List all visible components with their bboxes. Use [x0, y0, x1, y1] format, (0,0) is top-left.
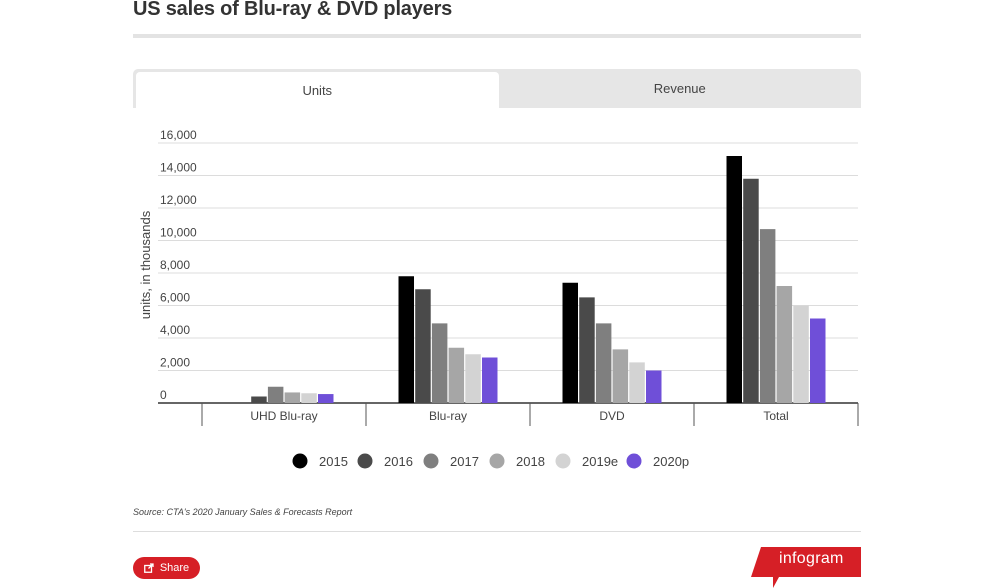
- bar: [267, 386, 284, 403]
- share-label: Share: [159, 562, 190, 574]
- y-tick-label: 6,000: [160, 291, 190, 305]
- legend-marker: [292, 453, 308, 469]
- bar: [612, 349, 629, 403]
- bar: [318, 394, 334, 403]
- bar: [562, 282, 578, 403]
- bar: [646, 370, 662, 403]
- tab-revenue[interactable]: Revenue: [653, 81, 706, 96]
- x-tick-label: Blu-ray: [429, 409, 467, 423]
- legend-marker: [626, 453, 642, 469]
- legend-label: 2015: [319, 454, 348, 469]
- legend-label: 2016: [384, 454, 413, 469]
- infogram-logo-text: infogram: [779, 550, 844, 567]
- bar: [415, 289, 431, 403]
- y-tick-label: 12,000: [160, 193, 197, 207]
- tab-units[interactable]: Units: [136, 72, 499, 108]
- bar: [482, 357, 498, 403]
- legend-label: 2017: [450, 454, 479, 469]
- legend-label: 2020p: [653, 454, 689, 469]
- y-tick-label: 8,000: [160, 258, 190, 272]
- share-button[interactable]: Share: [133, 557, 200, 579]
- legend-marker: [357, 453, 373, 469]
- bar: [759, 229, 776, 403]
- source-note: Source: CTA's 2020 January Sales & Forec…: [133, 507, 353, 517]
- bar: [629, 362, 645, 403]
- y-axis-label: units, in thousands: [138, 210, 153, 319]
- bar: [251, 396, 267, 403]
- legend-marker: [555, 453, 571, 469]
- y-tick-label: 16,000: [160, 128, 197, 142]
- bar: [398, 276, 414, 403]
- bar: [301, 393, 317, 403]
- bar: [726, 156, 742, 403]
- bar: [431, 323, 448, 403]
- x-tick-label: DVD: [599, 409, 625, 423]
- y-tick-label: 0: [160, 388, 167, 402]
- legend-marker: [489, 453, 505, 469]
- x-tick-label: Total: [763, 409, 788, 423]
- chart-title: US sales of Blu-ray & DVD players: [133, 0, 453, 20]
- y-tick-label: 2,000: [160, 356, 190, 370]
- bar: [284, 392, 301, 403]
- title-divider: [133, 34, 861, 38]
- legend-label: 2019e: [582, 454, 618, 469]
- bar: [448, 347, 465, 403]
- bar: [743, 178, 759, 403]
- y-tick-label: 14,000: [160, 161, 197, 175]
- bar: [465, 354, 481, 403]
- bar: [810, 318, 826, 403]
- bar: [595, 323, 612, 403]
- legend-label: 2018: [516, 454, 545, 469]
- bar: [776, 286, 793, 403]
- y-tick-label: 10,000: [160, 226, 197, 240]
- tab-bar: Units Revenue: [133, 69, 861, 108]
- bar: [579, 297, 595, 403]
- footer-divider: [133, 531, 861, 532]
- y-tick-label: 4,000: [160, 323, 190, 337]
- legend-marker: [423, 453, 439, 469]
- infogram-logo[interactable]: [751, 547, 861, 588]
- share-icon: [143, 563, 154, 573]
- x-tick-label: UHD Blu-ray: [250, 409, 317, 423]
- bar: [793, 305, 809, 403]
